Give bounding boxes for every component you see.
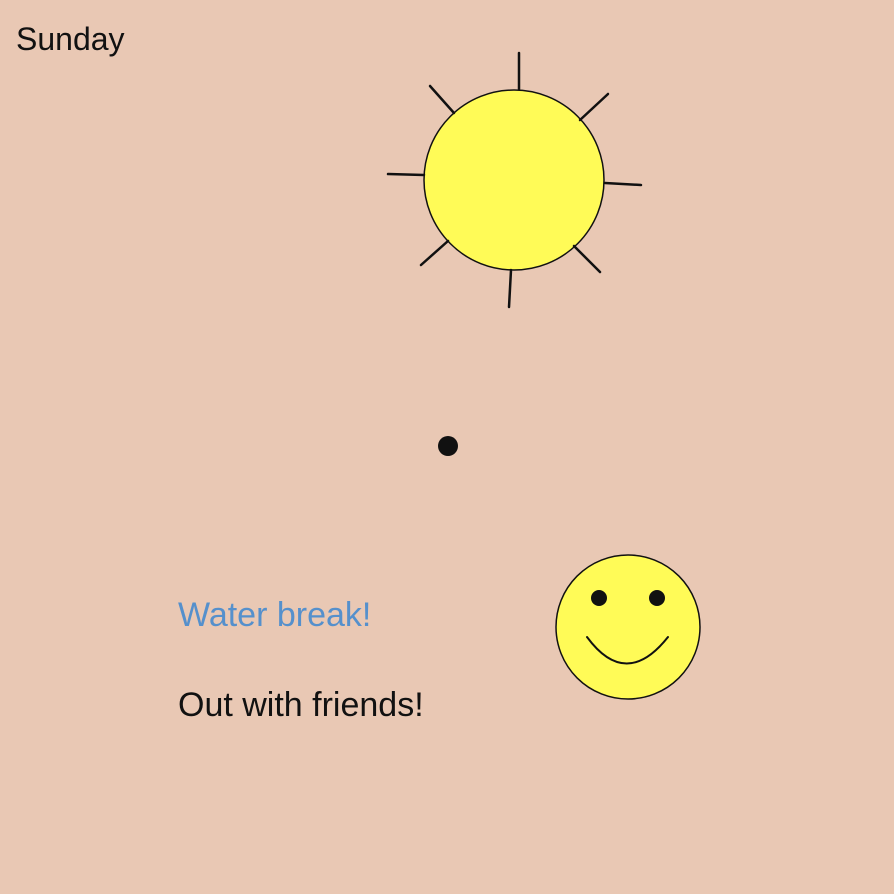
sun-disk [423, 89, 605, 271]
sun-ray-bottom [507, 268, 513, 309]
plans-note: Out with friends! [178, 686, 424, 724]
sun-ray-right [603, 181, 643, 187]
sun-ray-bottom-right [572, 244, 602, 274]
sun-ray-bottom-left [419, 239, 450, 267]
sun-ray-top-left [428, 84, 456, 115]
smiley-face-icon [555, 554, 701, 700]
dot-icon [438, 436, 458, 456]
smiley-mouth [586, 636, 669, 665]
water-break-note: Water break! [178, 596, 372, 634]
sun-icon [386, 51, 643, 309]
sun-ray-top-right [578, 92, 610, 122]
day-label: Sunday [16, 21, 125, 57]
smiley-left-eye [591, 590, 607, 606]
smiley-face [555, 554, 701, 700]
smiley-right-eye [649, 590, 665, 606]
sun-ray-left [386, 172, 426, 177]
